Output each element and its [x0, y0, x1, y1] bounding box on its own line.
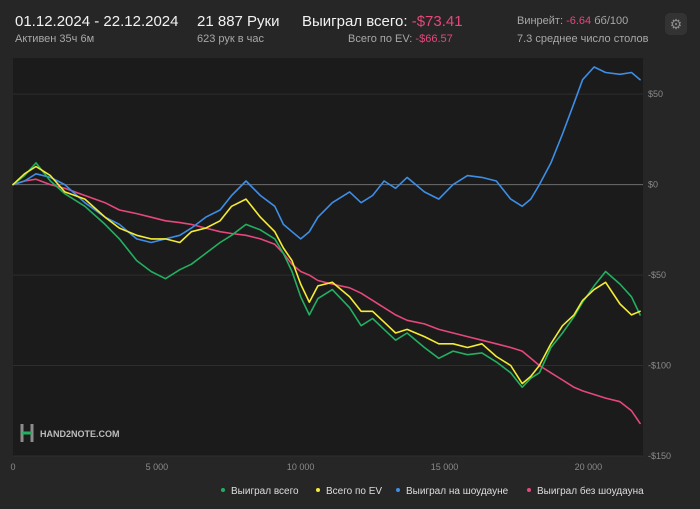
series-line-1 — [12, 165, 641, 385]
date-range: 01.12.2024 - 22.12.2024 — [15, 13, 179, 30]
y-tick-label: -$50 — [648, 270, 666, 280]
hand2note-logo: HAND2NOTE.COM — [20, 424, 120, 442]
legend-non-showdown[interactable]: Выиграл без шоудауна — [527, 486, 644, 497]
hands-per-hour: 623 рук в час — [197, 33, 265, 45]
legend-ev-total-dot — [316, 488, 320, 493]
legend-won-total[interactable]: Выиграл всего — [221, 486, 299, 497]
x-tick-label: 10 000 — [287, 462, 315, 472]
winrate-value: -6.64 — [566, 15, 592, 27]
x-tick-label: 5 000 — [146, 462, 169, 472]
y-tick-label: -$100 — [648, 361, 671, 371]
svg-text:HAND2NOTE.COM: HAND2NOTE.COM — [40, 429, 120, 439]
series-line-0 — [12, 162, 641, 389]
x-tick-label: 0 — [10, 462, 15, 472]
y-tick-label: $0 — [648, 180, 658, 190]
gear-icon: ⚙ — [669, 15, 683, 32]
hands-count: 21 887 Руки — [197, 13, 280, 30]
legend-showdown[interactable]: Выиграл на шоудауне — [396, 486, 508, 497]
ev-total-label: Всего по EV: — [348, 33, 413, 45]
stats-header: 01.12.2024 - 22.12.2024 Активен 35ч 6м 2… — [0, 0, 700, 56]
series-line-2 — [12, 66, 641, 244]
legend-ev-total[interactable]: Всего по EV — [316, 486, 382, 497]
avg-tables: 7.3 среднее число столов — [517, 33, 649, 45]
plot-area — [13, 58, 643, 456]
ev-total: Всего по EV: -$66.57 — [348, 33, 453, 45]
winrate-unit: бб/100 — [594, 15, 629, 27]
won-total: Выиграл всего: -$73.41 — [302, 13, 463, 30]
profit-chart: $50 $0 -$50 -$100 -$150 0 5 000 10 000 15 000 20 … — [10, 58, 671, 472]
won-total-value: -$73.41 — [411, 13, 463, 30]
winrate-label: Винрейт: — [517, 15, 564, 27]
x-tick-label: 15 000 — [431, 462, 459, 472]
winrate: Винрейт: -6.64 бб/100 — [517, 15, 628, 27]
legend-showdown-dot — [396, 488, 400, 493]
series-line-3 — [12, 178, 641, 425]
legend-won-total-dot — [221, 488, 225, 493]
legend-non-showdown-dot — [527, 488, 531, 493]
x-tick-label: 20 000 — [575, 462, 603, 472]
ev-total-value: -$66.57 — [415, 33, 453, 45]
active-time: Активен 35ч 6м — [15, 33, 95, 45]
y-tick-label: $50 — [648, 89, 663, 99]
chart-legend: Выиграл всего Всего по EV Выиграл на шоу… — [0, 484, 700, 504]
settings-button[interactable]: ⚙ — [665, 13, 687, 35]
won-total-label: Выиграл всего: — [302, 13, 408, 30]
y-tick-label: -$150 — [648, 451, 671, 461]
